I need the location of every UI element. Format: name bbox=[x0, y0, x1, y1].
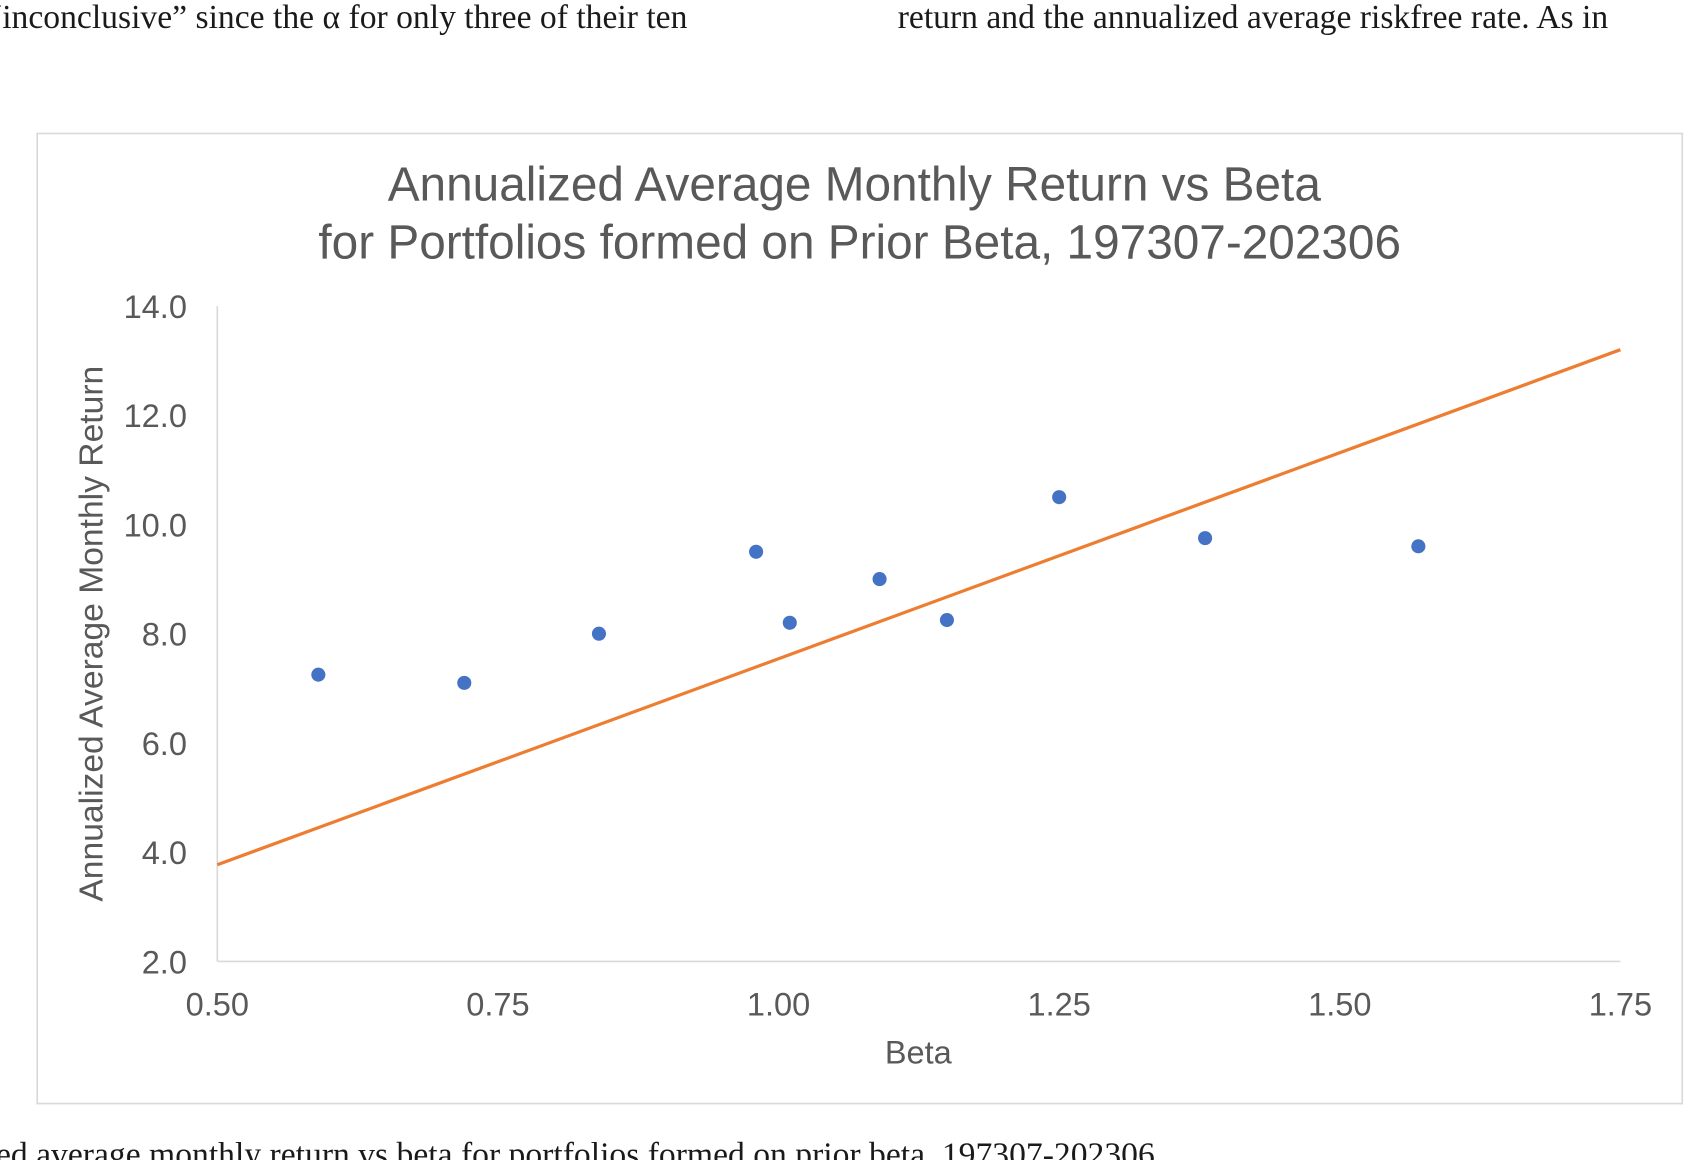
y-tick-label: 14.0 bbox=[124, 289, 187, 325]
body-text: “inconclusive” since the α for only thre… bbox=[0, 0, 688, 36]
chart-frame bbox=[36, 132, 1684, 1105]
data-point bbox=[457, 675, 472, 690]
data-point bbox=[782, 615, 797, 630]
plot-area: 2.0 4.0 6.0 8.0 10.0 12.0 14.0 0.50 0.75 1.00 1.25… bbox=[124, 289, 1652, 1023]
x-tick-label: 1.00 bbox=[747, 987, 810, 1023]
data-point bbox=[1052, 490, 1067, 505]
data-point bbox=[591, 626, 607, 641]
data-point bbox=[1198, 531, 1213, 546]
chart-title: for Portfolios formed on Prior Beta, 197… bbox=[318, 216, 1401, 269]
y-tick-label: 4.0 bbox=[142, 835, 187, 871]
x-tick-label: 1.50 bbox=[1308, 987, 1371, 1023]
chart-title: Annualized Average Monthly Return vs Bet… bbox=[388, 159, 1322, 212]
data-point bbox=[872, 572, 887, 587]
y-axis-label: Annualized Average Monthly Return bbox=[73, 366, 110, 902]
y-tick-label: 2.0 bbox=[142, 944, 187, 980]
x-tick-label: 0.75 bbox=[466, 987, 529, 1023]
x-axis-label: Beta bbox=[885, 1034, 953, 1070]
data-point bbox=[939, 613, 954, 628]
x-tick-label: 0.50 bbox=[186, 987, 249, 1023]
y-tick-label: 10.0 bbox=[124, 507, 187, 543]
data-point bbox=[749, 544, 764, 559]
y-tick-label: 6.0 bbox=[142, 726, 187, 762]
trend-line bbox=[216, 348, 1621, 867]
y-tick-label: 12.0 bbox=[124, 398, 187, 434]
figure-caption: ed average monthly return vs beta for po… bbox=[0, 1136, 1163, 1160]
x-tick-label: 1.75 bbox=[1589, 987, 1652, 1023]
data-point bbox=[1411, 539, 1426, 554]
x-tick-label: 1.25 bbox=[1027, 987, 1090, 1023]
y-tick-label: 8.0 bbox=[142, 617, 187, 653]
data-point bbox=[311, 667, 326, 682]
body-text: return and the annualized average riskfr… bbox=[898, 0, 1609, 36]
